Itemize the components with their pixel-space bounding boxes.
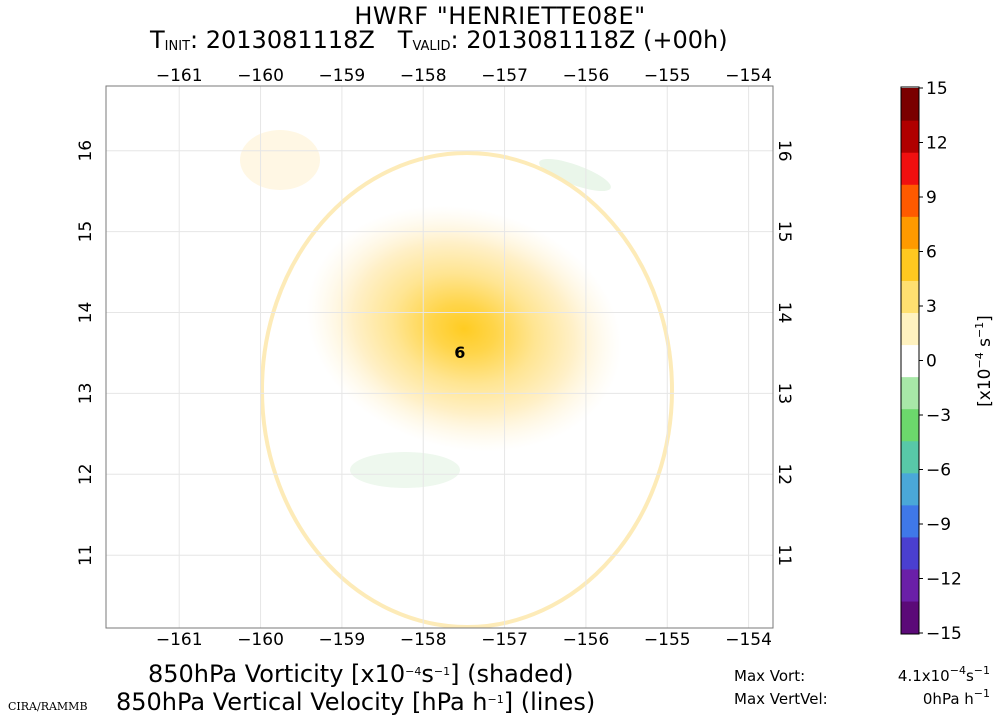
colorbar-segment	[901, 344, 919, 378]
colorbar-segment	[901, 600, 919, 634]
colorbar-tick-label: −12	[926, 570, 962, 590]
colorbar-segment	[901, 408, 919, 442]
tvalid-label: TVALID	[397, 26, 451, 54]
colorbar-unit-label: [x10−4 s−1]	[973, 315, 995, 407]
max-vort-value: 4.1x10−4s−1	[897, 664, 990, 685]
colorbar-segment	[901, 568, 919, 602]
lat-tick-left: 11	[76, 544, 96, 566]
caption-vorticity: 850hPa Vorticity [x10−4s−1] (shaded)	[148, 660, 574, 688]
colorbar-segment	[901, 440, 919, 474]
colorbar-ticks: 15 12 9 6 3 0 −3 −6 −9 −12 −15	[919, 79, 962, 644]
lat-labels-right: 11 12 13 14 15 16	[774, 140, 794, 566]
lat-tick-right: 12	[774, 463, 794, 485]
time-line: TINIT: 2013081118Z TVALID: 2013081118Z (…	[150, 26, 728, 54]
colorbar-tick-label: −6	[926, 461, 951, 481]
max-vertvel-label: Max VertVel:	[734, 690, 828, 708]
lon-tick-bottom: −156	[563, 630, 610, 650]
lat-tick-left: 16	[76, 140, 96, 162]
lon-tick-top: −160	[237, 66, 284, 86]
max-vertvel-value: 0hPa h−1	[922, 687, 990, 708]
figure-title: HWRF "HENRIETTE08E"	[354, 2, 646, 30]
max-vort-label: Max Vort:	[734, 667, 806, 685]
max-values: Max Vort: 4.1x10−4s−1 Max VertVel: 0hPa h−…	[734, 662, 990, 708]
map-border	[105, 85, 774, 629]
lon-labels-bottom: −161 −160 −159 −158 −157 −156 −155 −154	[156, 630, 772, 650]
colorbar-segment	[901, 504, 919, 538]
lon-tick-bottom: −161	[156, 630, 203, 650]
caption-vertical-velocity: 850hPa Vertical Velocity [hPa h−1] (line…	[116, 688, 596, 716]
vort-patch-ne	[539, 158, 611, 192]
lon-tick-bottom: −159	[319, 630, 366, 650]
lon-tick-bottom: −154	[725, 630, 772, 650]
tinit-value: 2013081118Z	[205, 26, 375, 54]
lon-tick-top: −154	[725, 66, 772, 86]
colorbar-tick-label: 9	[926, 188, 937, 208]
lon-labels-top: −161 −160 −159 −158 −157 −156 −155 −154	[156, 66, 772, 86]
lat-tick-right: 13	[774, 383, 794, 405]
lon-tick-top: −159	[319, 66, 366, 86]
lon-tick-bottom: −155	[644, 630, 691, 650]
colorbar-segment	[901, 184, 919, 217]
colorbar-tick-label: 12	[926, 134, 948, 154]
tinit-label: TINIT	[150, 26, 191, 54]
colorbar-tick-label: 3	[926, 297, 937, 317]
colorbar-segment	[901, 120, 919, 153]
colorbar-tick-label: 0	[926, 352, 937, 372]
colorbar-tick-label: −15	[926, 624, 962, 644]
lat-labels-left: 11 12 13 14 15 16	[76, 140, 96, 566]
vorticity-max-area	[306, 205, 622, 452]
colorbar-segment	[901, 216, 919, 249]
colorbar-segment	[901, 472, 919, 506]
graticule	[106, 86, 773, 628]
lon-tick-bottom: −160	[237, 630, 284, 650]
lon-tick-top: −157	[481, 66, 528, 86]
lat-tick-left: 12	[76, 463, 96, 485]
vort-patch-s	[350, 452, 460, 488]
colorbar-tick-label: −3	[926, 406, 951, 426]
colorbar-segment	[901, 536, 919, 570]
vort-patch-nw	[240, 130, 320, 190]
colorbar-tick-label: 15	[926, 79, 948, 99]
lat-tick-left: 15	[76, 221, 96, 243]
colorbar	[901, 88, 919, 634]
lat-tick-left: 13	[76, 383, 96, 405]
lat-tick-right: 15	[774, 221, 794, 243]
lat-tick-right: 14	[774, 302, 794, 324]
lon-tick-top: −155	[644, 66, 691, 86]
lat-tick-right: 16	[774, 140, 794, 162]
lon-tick-bottom: −158	[400, 630, 447, 650]
lon-tick-top: −158	[400, 66, 447, 86]
colorbar-segment	[901, 88, 919, 121]
storm-symbol-icon: 6	[454, 343, 465, 362]
lon-tick-bottom: −157	[481, 630, 528, 650]
colorbar-segment	[901, 280, 919, 314]
lat-tick-left: 14	[76, 302, 96, 324]
vortex-ring	[260, 151, 674, 628]
credit-label: CIRA/RAMMB	[8, 700, 88, 713]
colorbar-tick-label: 6	[926, 243, 937, 263]
lon-tick-top: −156	[563, 66, 610, 86]
tvalid-value: 2013081118Z (+00h)	[466, 26, 728, 54]
lat-tick-right: 11	[774, 544, 794, 566]
colorbar-tick-label: −9	[926, 515, 951, 535]
colorbar-segment	[901, 152, 919, 185]
colorbar-segment	[901, 376, 919, 410]
lon-tick-top: −161	[156, 66, 203, 86]
colorbar-segment	[901, 248, 919, 281]
vorticity-field	[240, 130, 674, 628]
colorbar-segment	[901, 312, 919, 346]
